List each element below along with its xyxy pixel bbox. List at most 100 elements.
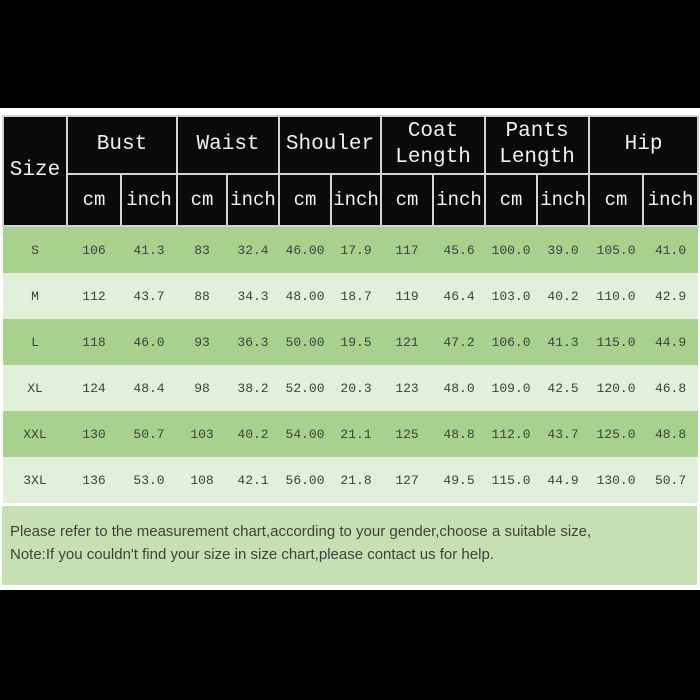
measurement-value: 40.2: [227, 411, 280, 457]
header-hip: Hip: [588, 115, 700, 175]
measurement-value: 125: [381, 411, 434, 457]
measurement-value: 112.0: [485, 411, 538, 457]
measurement-value: 100.0: [485, 226, 538, 273]
size-table-body: S 106 41.3 83 32.4 46.00 17.9 117 45.6 100.0 39.0 1…: [3, 226, 699, 503]
measurement-value: 93: [177, 319, 228, 365]
bottom-white-gap: [0, 585, 700, 590]
measurement-value: 42.9: [643, 273, 699, 319]
size-label: M: [3, 273, 67, 319]
measurement-value: 48.8: [433, 411, 486, 457]
table-row-s: S 106 41.3 83 32.4 46.00 17.9 117 45.6 100.0 39.0 1…: [3, 226, 699, 273]
measurement-value: 46.8: [643, 365, 699, 411]
header-waist-inch: inch: [226, 173, 281, 227]
measurement-value: 110.0: [589, 273, 644, 319]
measurement-value: 103: [177, 411, 228, 457]
measurement-value: 56.00: [279, 457, 332, 503]
measurement-value: 44.9: [643, 319, 699, 365]
measurement-value: 43.7: [537, 411, 590, 457]
measurement-value: 103.0: [485, 273, 538, 319]
measurement-value: 105.0: [589, 226, 644, 273]
measurement-value: 125.0: [589, 411, 644, 457]
measurement-value: 36.3: [227, 319, 280, 365]
header-coat-inch: inch: [432, 173, 487, 227]
measurement-value: 124: [67, 365, 121, 411]
measurement-value: 50.7: [643, 457, 699, 503]
header-pants-cm: cm: [484, 173, 539, 227]
header-size: Size: [2, 115, 68, 227]
measurement-value: 39.0: [537, 226, 590, 273]
header-shoulder-cm: cm: [278, 173, 333, 227]
measurement-value: 21.8: [331, 457, 382, 503]
measurement-value: 19.5: [331, 319, 382, 365]
size-label: XL: [3, 365, 67, 411]
measurement-value: 44.9: [537, 457, 590, 503]
measurement-value: 41.3: [121, 226, 178, 273]
footer-note-line2: Note:If you couldn't find your size in s…: [10, 546, 494, 564]
size-label: L: [3, 319, 67, 365]
size-table: Size Bust Waist Shouler Coat Length Pant…: [2, 115, 700, 503]
size-table-header: Size Bust Waist Shouler Coat Length Pant…: [2, 115, 700, 227]
measurement-value: 47.2: [433, 319, 486, 365]
measurement-value: 17.9: [331, 226, 382, 273]
measurement-value: 53.0: [121, 457, 178, 503]
header-shoulder: Shouler: [278, 115, 383, 175]
measurement-value: 83: [177, 226, 228, 273]
table-row-xl: XL 124 48.4 98 38.2 52.00 20.3 123 48.0 109.0 42.5…: [3, 365, 699, 411]
table-row-m: M 112 43.7 88 34.3 48.00 18.7 119 46.4 103.0 40.2 1…: [3, 273, 699, 319]
measurement-value: 88: [177, 273, 228, 319]
header-shoulder-inch: inch: [330, 173, 383, 227]
measurement-value: 109.0: [485, 365, 538, 411]
measurement-value: 41.3: [537, 319, 590, 365]
measurement-value: 41.0: [643, 226, 699, 273]
measurement-value: 119: [381, 273, 434, 319]
header-pants-inch: inch: [536, 173, 591, 227]
measurement-value: 49.5: [433, 457, 486, 503]
measurement-value: 42.1: [227, 457, 280, 503]
measurement-value: 46.4: [433, 273, 486, 319]
top-black-band: [0, 0, 700, 108]
header-bust-cm: cm: [66, 173, 122, 227]
measurement-value: 120.0: [589, 365, 644, 411]
header-bust-inch: inch: [119, 173, 179, 227]
header-hip-cm: cm: [588, 173, 645, 227]
measurement-value: 123: [381, 365, 434, 411]
measurement-value: 136: [67, 457, 121, 503]
header-hip-inch: inch: [642, 173, 700, 227]
table-area: Size Bust Waist Shouler Coat Length Pant…: [0, 108, 700, 585]
measurement-value: 115.0: [485, 457, 538, 503]
measurement-value: 115.0: [589, 319, 644, 365]
measurement-value: 121: [381, 319, 434, 365]
measurement-value: 117: [381, 226, 434, 273]
measurement-value: 42.5: [537, 365, 590, 411]
measurement-value: 40.2: [537, 273, 590, 319]
footer-note-line1: Please refer to the measurement chart,ac…: [10, 523, 592, 540]
table-row-3xl: 3XL 136 53.0 108 42.1 56.00 21.8 127 49.5 115.0 44…: [3, 457, 699, 503]
measurement-value: 38.2: [227, 365, 280, 411]
measurement-value: 18.7: [331, 273, 382, 319]
bottom-black-band: [0, 590, 700, 700]
measurement-value: 50.7: [121, 411, 178, 457]
measurement-value: 48.8: [643, 411, 699, 457]
measurement-value: 127: [381, 457, 434, 503]
header-waist-cm: cm: [176, 173, 229, 227]
table-row-xxl: XXL 130 50.7 103 40.2 54.00 21.1 125 48.8 112.0 43…: [3, 411, 699, 457]
measurement-value: 54.00: [279, 411, 332, 457]
measurement-value: 112: [67, 273, 121, 319]
measurement-value: 32.4: [227, 226, 280, 273]
measurement-value: 46.0: [121, 319, 178, 365]
header-pants-length: Pants Length: [484, 115, 591, 175]
measurement-value: 48.4: [121, 365, 178, 411]
measurement-value: 46.00: [279, 226, 332, 273]
measurement-value: 106: [67, 226, 121, 273]
measurement-value: 52.00: [279, 365, 332, 411]
size-label: S: [3, 226, 67, 273]
measurement-value: 21.1: [331, 411, 382, 457]
header-bust: Bust: [65, 115, 179, 175]
footer-note: Please refer to the measurement chart,ac…: [2, 506, 697, 585]
measurement-value: 108: [177, 457, 228, 503]
measurement-value: 48.00: [279, 273, 332, 319]
table-footer-gap: [2, 503, 697, 506]
measurement-value: 48.0: [433, 365, 486, 411]
header-coat-length: Coat Length: [380, 115, 487, 175]
